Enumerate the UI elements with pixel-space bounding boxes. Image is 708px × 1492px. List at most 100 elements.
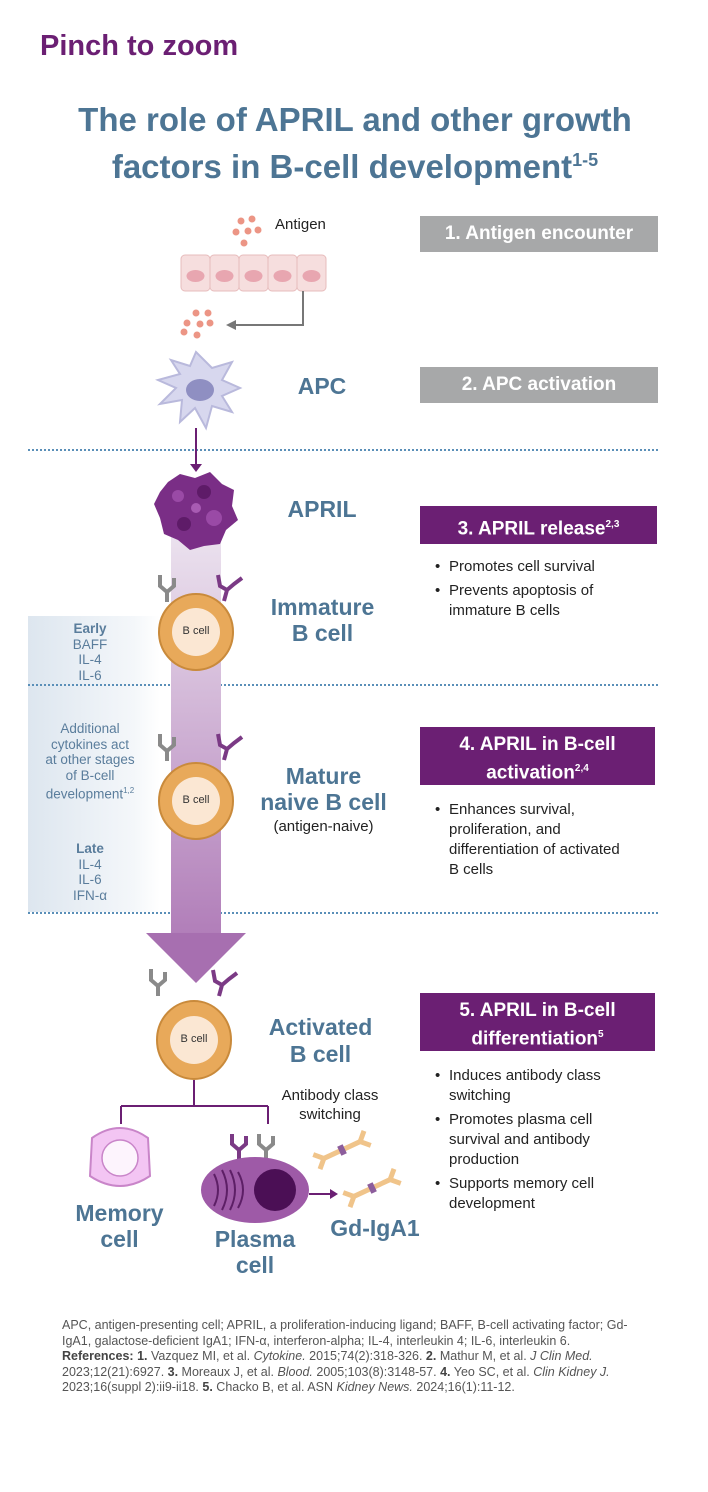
early-cytokines: Early BAFF IL-4 IL-6 — [40, 621, 140, 683]
differentiation-branch-lines — [120, 1080, 269, 1124]
note-superscript: 1,2 — [123, 786, 135, 795]
early-item-il6: IL-6 — [78, 667, 102, 683]
cytokine-note: Additional cytokines act at other stages… — [30, 721, 150, 802]
mature-b-cell-label: Mature naive B cell — [246, 763, 401, 815]
mature-line-1: Mature — [285, 763, 362, 789]
cytokine-panel — [28, 616, 160, 912]
note-line-4: of B-cell — [65, 767, 115, 783]
antibody-class-switching-label: Antibody class switching — [270, 1086, 390, 1124]
ref-2-authors: Mathur M, et al. — [436, 1349, 531, 1363]
april-protein-icon — [154, 472, 238, 550]
note-line-2: cytokines act — [50, 736, 130, 752]
step-5-sup: 5 — [598, 1029, 604, 1040]
ref-1-num: 1. — [137, 1349, 148, 1363]
antibody-icon-1 — [312, 1130, 372, 1170]
step-5-line-1: 5. APRIL in B-cell — [459, 1000, 616, 1021]
immature-line-2: B cell — [291, 620, 354, 646]
late-item-il6: IL-6 — [78, 872, 102, 887]
references-heading: References: — [62, 1349, 134, 1363]
ref-5-journal: Kidney News. — [336, 1380, 413, 1394]
ref-4-journal: Clin Kidney J. — [533, 1364, 610, 1379]
step-5-bullet-3: Supports memory cell development — [435, 1174, 615, 1214]
b-cell-label-1: B cell — [182, 625, 210, 637]
title-line-1: The role of APRIL and other growth — [78, 101, 632, 138]
separator-line-2 — [28, 684, 658, 686]
antigen-transfer-arrow — [226, 291, 304, 330]
processed-antigen-icon — [180, 309, 214, 339]
mature-b-cell-icon — [158, 733, 244, 840]
b-cell-development-diagram — [88, 215, 402, 1223]
antibody-icon-2 — [342, 1168, 402, 1208]
gd-iga1-label: Gd-IgA1 — [330, 1215, 420, 1241]
title-line-2-wrap: factors in B-cell development1-5 — [30, 140, 680, 187]
apc-to-april-arrow — [190, 428, 202, 472]
pinch-to-zoom-hint: Pinch to zoom — [40, 30, 239, 62]
note-line-1: Additional — [60, 721, 120, 736]
early-heading: Early — [73, 621, 107, 636]
ref-4-num: 4. — [440, 1364, 451, 1379]
step-5-line-2: differentiation — [471, 1028, 599, 1050]
ref-3-authors: Moreaux J, et al. — [178, 1364, 278, 1379]
ref-1-authors: Vazquez MI, et al. — [147, 1349, 254, 1363]
ref-3-details: 2005;103(8):3148-57. — [312, 1364, 441, 1379]
antibody-line-1: Antibody class — [281, 1087, 379, 1104]
note-line-3: at other stages — [45, 752, 135, 767]
late-item-il4: IL-4 — [78, 856, 102, 872]
step-4-bullet-1: Enhances survival, proliferation, and di… — [435, 800, 630, 880]
step-3-bullet-2: Prevents apoptosis of immature B cells — [435, 581, 655, 621]
step-2-apc-activation: 2. APC activation — [420, 367, 658, 403]
step-3-bullets: Promotes cell survival Prevents apoptosi… — [435, 557, 655, 625]
antibody-line-2: switching — [299, 1106, 361, 1123]
step-5-bullet-2: Promotes plasma cell survival and antibo… — [435, 1110, 615, 1170]
antigen-label: Antigen — [275, 216, 326, 233]
step-5-bullets: Induces antibody class switching Promote… — [435, 1066, 615, 1218]
apc-label: APC — [297, 373, 347, 399]
ref-3-num: 3. — [167, 1364, 179, 1379]
title-superscript: 1-5 — [572, 150, 599, 170]
b-cell-label-2: B cell — [182, 794, 210, 806]
ref-2-num: 2. — [425, 1349, 437, 1363]
separator-line-1 — [28, 449, 658, 451]
secretion-arrow — [309, 1189, 338, 1199]
abbreviations: APC, antigen-presenting cell; APRIL, a p… — [62, 1318, 628, 1348]
memory-cell-label: Memory cell — [62, 1200, 177, 1252]
step-4-bullets: Enhances survival, proliferation, and di… — [435, 800, 630, 884]
memory-cell-icon — [88, 1127, 152, 1187]
late-item-ifn: IFN-α — [72, 887, 108, 903]
references: References: 1. Vazquez MI, et al. Cytoki… — [62, 1349, 642, 1396]
activated-b-cell-icon — [149, 969, 239, 1080]
step-4-line-2: activation — [486, 762, 575, 784]
immature-b-cell-icon — [158, 574, 244, 671]
plasma-cell-icon — [201, 1134, 309, 1223]
antigen-particles-icon — [232, 215, 262, 247]
ref-5-details: 2024;16(1):11-12. — [412, 1380, 515, 1394]
memory-line-1: Memory — [75, 1200, 164, 1226]
footnotes: APC, antigen-presenting cell; APRIL, a p… — [62, 1318, 642, 1396]
activated-line-1: Activated — [268, 1014, 373, 1040]
epithelium-icon — [180, 254, 327, 292]
april-label: APRIL — [287, 496, 357, 522]
step-3-text: 3. APRIL release — [457, 518, 606, 540]
immature-b-cell-label: Immature B cell — [250, 594, 395, 646]
step-3-april-release: 3. APRIL release2,3 — [420, 506, 657, 544]
mature-line-2: naive B cell — [260, 789, 387, 815]
step-4-line-1: 4. APRIL in B-cell — [459, 734, 616, 755]
note-line-5: development — [45, 786, 124, 802]
ref-2-journal: J Clin Med. — [530, 1349, 593, 1363]
step-4-line-2-wrap: activation2,4 — [420, 757, 655, 785]
note-line-5-wrap: development1,2 — [30, 783, 150, 802]
step-3-bullet-1: Promotes cell survival — [435, 557, 655, 577]
plasma-line-1: Plasma — [214, 1226, 296, 1252]
step-4-sup: 2,4 — [574, 763, 589, 774]
mature-subtitle: (antigen-naive) — [273, 818, 374, 835]
ref-3-journal: Blood. — [277, 1364, 313, 1379]
late-heading: Late — [76, 841, 104, 856]
early-item-il4: IL-4 — [78, 652, 102, 667]
step-5-april-differentiation: 5. APRIL in B-cell differentiation5 — [420, 993, 655, 1051]
early-item-baff: BAFF — [72, 636, 108, 652]
ref-4-authors: Yeo SC, et al. — [450, 1364, 534, 1379]
ref-4-details: 2023;16(suppl 2):ii9-ii18. — [62, 1380, 203, 1394]
step-1-antigen-encounter: 1. Antigen encounter — [420, 216, 658, 252]
immature-line-1: Immature — [270, 594, 375, 620]
step-5-line-2-wrap: differentiation5 — [420, 1023, 655, 1051]
